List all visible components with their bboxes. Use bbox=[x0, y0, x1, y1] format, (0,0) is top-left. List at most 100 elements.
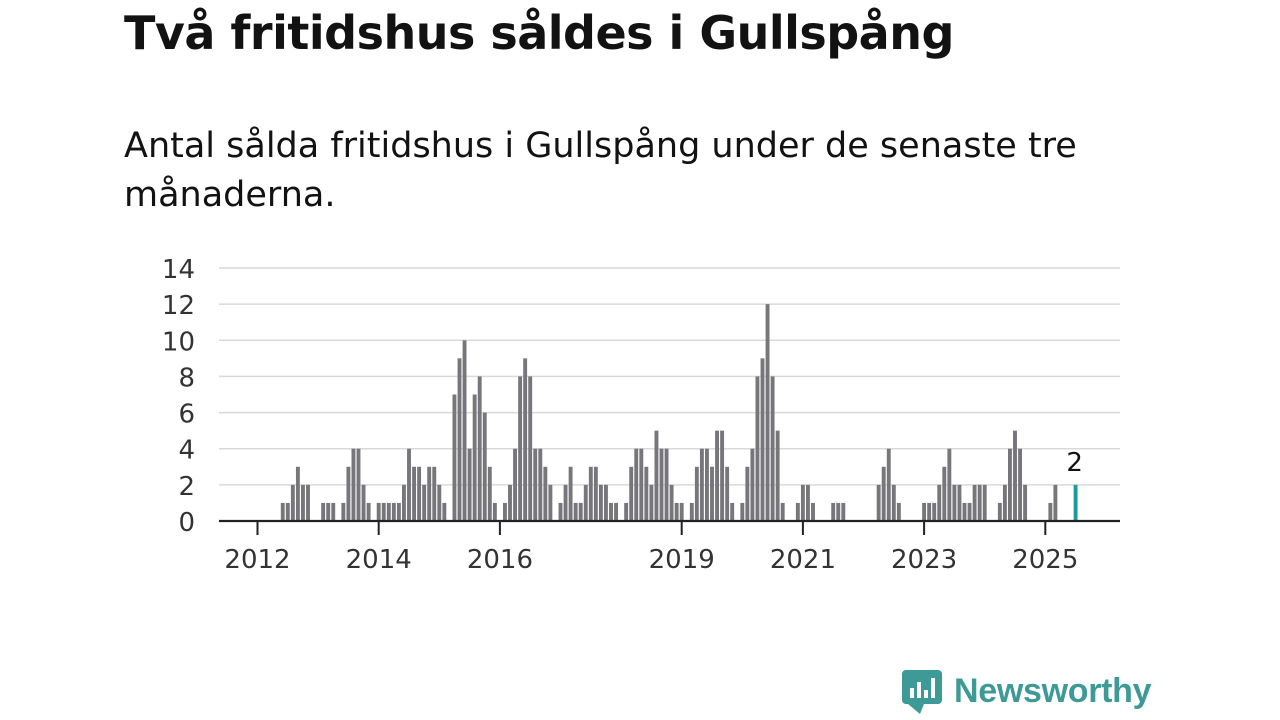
bar bbox=[720, 430, 725, 521]
x-tick-label: 2023 bbox=[891, 545, 957, 575]
bar bbox=[558, 502, 563, 521]
y-tick-label: 10 bbox=[162, 327, 195, 357]
x-tick-label: 2014 bbox=[346, 545, 412, 575]
bar bbox=[831, 502, 836, 521]
bar bbox=[477, 376, 482, 521]
bar bbox=[710, 466, 714, 521]
bar bbox=[503, 502, 507, 521]
bar bbox=[962, 502, 967, 521]
bar bbox=[598, 484, 603, 521]
bar bbox=[947, 448, 952, 521]
bar bbox=[285, 502, 290, 521]
bar bbox=[927, 502, 932, 521]
bar bbox=[593, 466, 598, 521]
bar bbox=[442, 502, 447, 521]
bar bbox=[609, 502, 613, 521]
bar bbox=[982, 484, 987, 521]
bar bbox=[841, 502, 846, 521]
y-tick-label: 14 bbox=[162, 255, 195, 285]
bar bbox=[568, 466, 573, 521]
bar bbox=[679, 502, 684, 521]
bar bbox=[518, 376, 523, 521]
bar bbox=[563, 484, 568, 521]
bar bbox=[437, 484, 442, 521]
y-tick-label: 4 bbox=[178, 436, 195, 466]
bar bbox=[1013, 430, 1017, 521]
bar bbox=[740, 502, 745, 521]
bar bbox=[508, 484, 512, 521]
bar bbox=[922, 502, 927, 521]
bar bbox=[361, 484, 366, 521]
bars bbox=[280, 304, 1078, 521]
bar bbox=[412, 466, 416, 521]
x-tick-label: 2021 bbox=[770, 545, 836, 575]
bar bbox=[482, 412, 487, 521]
bar bbox=[896, 502, 901, 521]
brand-name: Newsworthy bbox=[954, 672, 1152, 710]
bar bbox=[705, 448, 709, 521]
bar bbox=[321, 502, 326, 521]
bar bbox=[876, 484, 881, 521]
x-tick-label: 2019 bbox=[649, 545, 715, 575]
bar bbox=[301, 484, 305, 521]
bar bbox=[654, 430, 659, 521]
bar bbox=[402, 484, 406, 521]
bar bbox=[417, 466, 422, 521]
bar bbox=[811, 502, 815, 521]
bar bbox=[629, 466, 634, 521]
bar bbox=[462, 340, 467, 521]
bar bbox=[624, 502, 629, 521]
bar bbox=[523, 358, 528, 521]
bar bbox=[886, 448, 891, 521]
bar bbox=[326, 502, 331, 521]
bar bbox=[407, 448, 411, 521]
labels: 0 2 4 6 8 10 12 14 2 2012 2014 2016 2019 2021 2023 2025 bbox=[162, 255, 1083, 575]
bar bbox=[674, 502, 679, 521]
bar bbox=[573, 502, 578, 521]
bar bbox=[472, 394, 477, 521]
bar bbox=[604, 484, 608, 521]
chart-subtitle: Antal sålda fritidshus i Gullspång under… bbox=[124, 126, 1077, 215]
bar bbox=[780, 502, 785, 521]
bar bbox=[386, 502, 391, 521]
bar bbox=[715, 430, 719, 521]
bar bbox=[588, 466, 593, 521]
bar bbox=[356, 448, 361, 521]
x-tick-label: 2016 bbox=[467, 545, 533, 575]
bar bbox=[452, 394, 457, 521]
bar bbox=[614, 502, 618, 521]
y-tick-label: 2 bbox=[178, 472, 195, 502]
x-tick-label: 2025 bbox=[1012, 545, 1078, 575]
bar bbox=[280, 502, 285, 521]
bar bbox=[644, 466, 649, 521]
axes bbox=[219, 519, 1120, 535]
bar bbox=[937, 484, 942, 521]
bar bbox=[1008, 448, 1012, 521]
bar bbox=[881, 466, 886, 521]
bar bbox=[669, 484, 674, 521]
bar bbox=[649, 484, 654, 521]
bar bbox=[457, 358, 462, 521]
bar bbox=[351, 448, 356, 521]
bar bbox=[836, 502, 841, 521]
bar bbox=[957, 484, 962, 521]
bar bbox=[760, 358, 765, 521]
bar bbox=[578, 502, 583, 521]
bar bbox=[800, 484, 805, 521]
bar bbox=[891, 484, 896, 521]
bar bbox=[467, 448, 472, 521]
highlight-label: 2 bbox=[1066, 448, 1083, 478]
bar bbox=[548, 484, 553, 521]
bar bbox=[376, 502, 381, 521]
bar bbox=[639, 448, 644, 521]
bar bbox=[694, 466, 699, 521]
bar bbox=[699, 448, 704, 521]
bar bbox=[1048, 502, 1053, 521]
bar bbox=[725, 466, 730, 521]
bar bbox=[366, 502, 371, 521]
y-tick-label: 0 bbox=[178, 508, 195, 538]
brand-logo: Newsworthy bbox=[902, 670, 1152, 720]
bar-chart: 0 2 4 6 8 10 12 14 2 2012 2014 2016 2019 2021 2023 2025 bbox=[162, 255, 1120, 575]
bar bbox=[967, 502, 972, 521]
bar bbox=[346, 466, 351, 521]
